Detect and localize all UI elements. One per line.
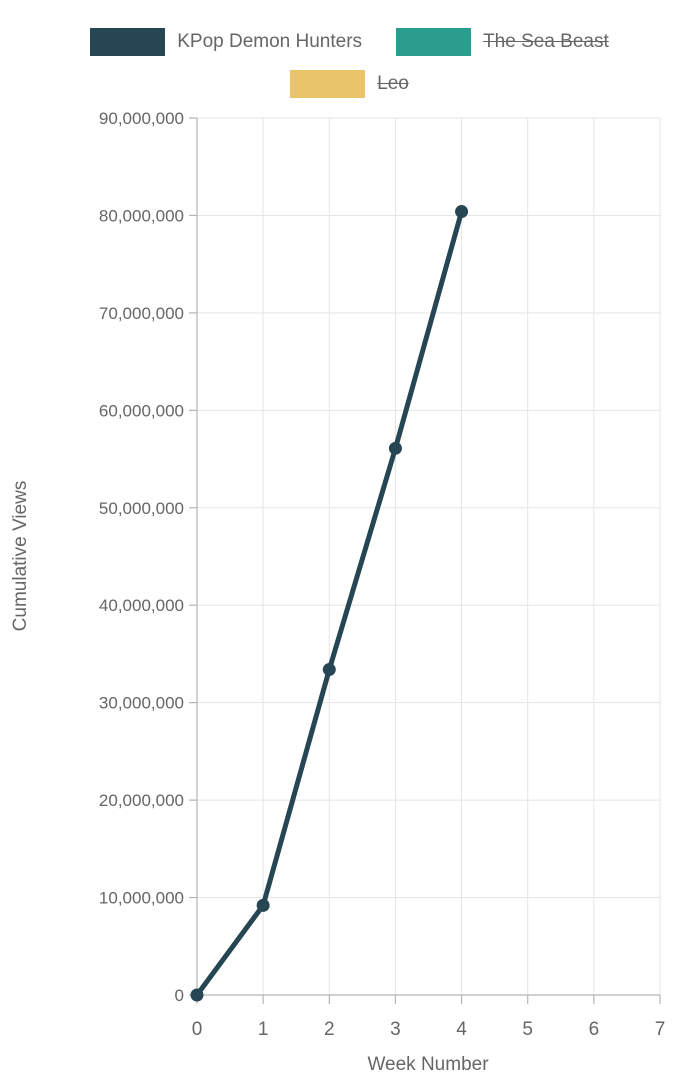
legend-swatch-leo <box>290 70 366 98</box>
chart-legend: KPop Demon Hunters The Sea Beast Leo <box>40 28 660 98</box>
y-tick-label: 60,000,000 <box>99 401 184 420</box>
legend-label-kpop-demon-hunters: KPop Demon Hunters <box>177 31 363 52</box>
x-tick-label: 5 <box>522 1019 533 1040</box>
y-tick-label: 80,000,000 <box>99 206 184 225</box>
data-point-kpop-demon-hunters-week-3[interactable] <box>388 441 402 455</box>
data-point-kpop-demon-hunters-week-0[interactable] <box>190 988 204 1002</box>
y-tick-label: 40,000,000 <box>99 596 184 615</box>
legend-swatch-the-sea-beast <box>396 28 472 56</box>
y-tick-label: 30,000,000 <box>99 694 184 713</box>
legend-swatch-kpop-demon-hunters <box>90 28 166 56</box>
x-tick-label: 7 <box>655 1019 666 1040</box>
legend-item-kpop-demon-hunters[interactable]: KPop Demon Hunters <box>90 28 362 56</box>
x-tick-label: 0 <box>192 1019 203 1040</box>
x-tick-label: 6 <box>589 1019 600 1040</box>
x-axis-title: Week Number <box>367 1054 489 1075</box>
y-tick-label: 70,000,000 <box>99 304 184 323</box>
y-tick-label: 10,000,000 <box>99 889 184 908</box>
legend-item-the-sea-beast[interactable]: The Sea Beast <box>396 28 609 56</box>
x-tick-label: 4 <box>456 1019 467 1040</box>
x-tick-label: 2 <box>324 1019 335 1040</box>
y-tick-label: 90,000,000 <box>99 109 184 128</box>
data-point-kpop-demon-hunters-week-4[interactable] <box>455 205 469 219</box>
legend-label-leo: Leo <box>377 73 409 94</box>
y-axis-title: Cumulative Views <box>10 480 31 632</box>
y-tick-label: 50,000,000 <box>99 499 184 518</box>
x-tick-label: 3 <box>390 1019 401 1040</box>
legend-label-the-sea-beast: The Sea Beast <box>483 31 609 52</box>
legend-item-leo[interactable]: Leo <box>290 70 409 98</box>
data-point-kpop-demon-hunters-week-1[interactable] <box>256 898 270 912</box>
data-point-kpop-demon-hunters-week-2[interactable] <box>322 663 336 677</box>
x-tick-label: 1 <box>258 1019 269 1040</box>
y-tick-label: 0 <box>175 986 184 1005</box>
y-tick-label: 20,000,000 <box>99 791 184 810</box>
